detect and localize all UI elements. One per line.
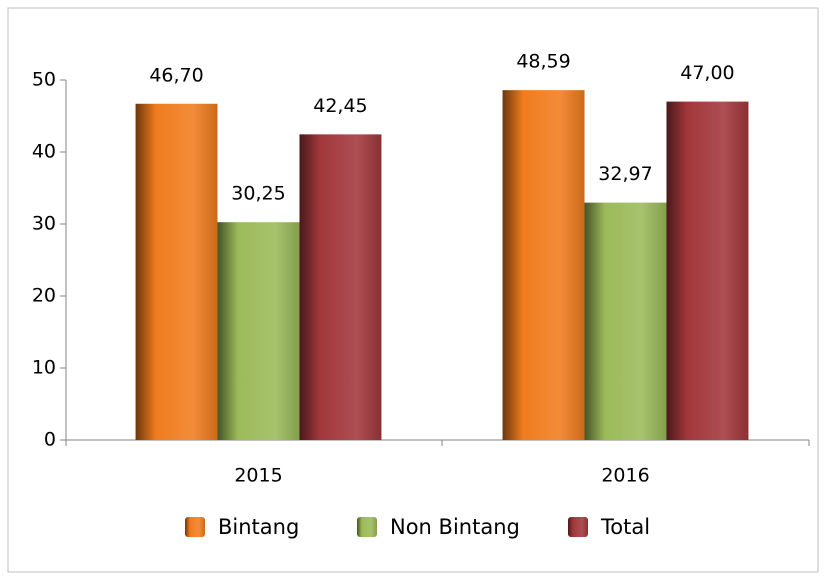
x-tick-label: 2015 bbox=[234, 465, 282, 487]
data-label: 47,00 bbox=[680, 62, 734, 84]
x-tick-label: 2016 bbox=[601, 465, 649, 487]
legend-label: Non Bintang bbox=[390, 515, 520, 539]
legend-swatch bbox=[357, 517, 377, 537]
y-tick-label: 40 bbox=[32, 141, 56, 163]
data-label: 32,97 bbox=[598, 163, 652, 185]
legend-swatch bbox=[568, 517, 588, 537]
legend-swatch bbox=[185, 517, 205, 537]
bar bbox=[217, 222, 300, 440]
y-tick-label: 50 bbox=[32, 69, 56, 91]
legend-label: Bintang bbox=[218, 515, 299, 539]
bar bbox=[299, 134, 382, 441]
y-tick-label: 20 bbox=[32, 285, 56, 307]
bar bbox=[135, 103, 218, 440]
y-tick-label: 0 bbox=[44, 429, 56, 451]
data-label: 42,45 bbox=[313, 95, 367, 117]
bar bbox=[584, 202, 667, 440]
y-tick-label: 10 bbox=[32, 357, 56, 379]
data-label: 46,70 bbox=[149, 64, 203, 86]
data-label: 48,59 bbox=[516, 51, 570, 73]
data-label: 30,25 bbox=[231, 183, 285, 205]
bar bbox=[666, 101, 749, 440]
y-tick-label: 30 bbox=[32, 213, 56, 235]
legend-label: Total bbox=[600, 515, 650, 539]
bar bbox=[502, 90, 585, 440]
